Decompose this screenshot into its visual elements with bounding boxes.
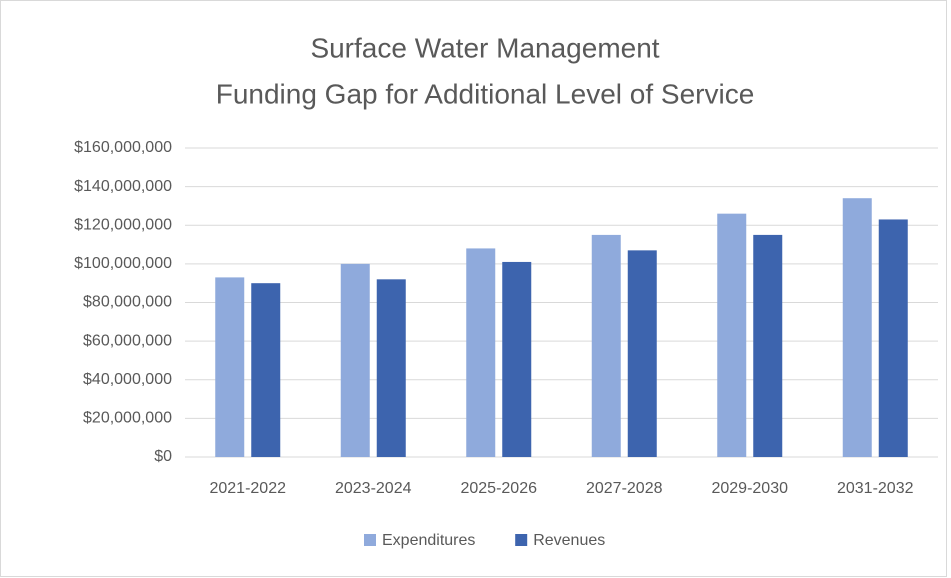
bar (340, 263, 370, 457)
y-tick-label: $40,000,000 (83, 371, 172, 388)
x-tick-label: 2029-2030 (711, 480, 788, 497)
bar (466, 248, 496, 457)
x-tick-label: 2031-2032 (837, 480, 914, 497)
chart-title: Funding Gap for Additional Level of Serv… (216, 78, 755, 109)
y-tick-label: $0 (154, 448, 172, 465)
bar (215, 277, 245, 457)
y-tick-label: $20,000,000 (83, 410, 172, 427)
y-tick-label: $60,000,000 (83, 332, 172, 349)
y-tick-label: $160,000,000 (74, 139, 172, 156)
legend-label: Revenues (533, 532, 605, 549)
bar (717, 213, 747, 457)
y-tick-label: $140,000,000 (74, 178, 172, 195)
bar (251, 283, 281, 457)
x-tick-label: 2021-2022 (209, 480, 286, 497)
legend-swatch (364, 534, 376, 546)
bar (502, 261, 532, 457)
x-tick-label: 2025-2026 (460, 480, 537, 497)
x-tick-label: 2023-2024 (335, 480, 412, 497)
x-tick-label: 2027-2028 (586, 480, 663, 497)
y-tick-label: $100,000,000 (74, 255, 172, 272)
bar (627, 250, 657, 457)
bar (753, 234, 783, 457)
bar (878, 219, 908, 457)
chart-title: Surface Water Management (310, 32, 659, 63)
bar (376, 279, 406, 457)
legend-label: Expenditures (382, 532, 475, 549)
y-tick-label: $80,000,000 (83, 294, 172, 311)
bar (842, 198, 872, 457)
legend-swatch (515, 534, 528, 546)
y-tick-label: $120,000,000 (74, 216, 172, 233)
bar (591, 234, 621, 457)
